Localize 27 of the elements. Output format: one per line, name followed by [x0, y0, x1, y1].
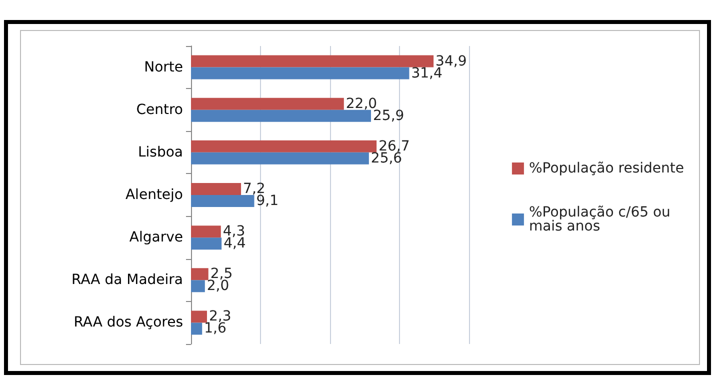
data-label: 25,9: [373, 108, 404, 124]
data-label: 4,4: [224, 236, 246, 252]
bar: [191, 98, 344, 110]
bar: [191, 226, 221, 238]
bar: [191, 67, 410, 80]
y-tick-label: Norte: [144, 59, 183, 76]
bar: [191, 280, 205, 292]
bar: [191, 322, 202, 335]
bar: [191, 183, 242, 195]
y-tick-label: Centro: [136, 102, 183, 118]
bar: [191, 310, 207, 323]
y-tick-label: RAA dos Açores: [74, 314, 183, 331]
legend-label: %População c/65 ou mais anos: [528, 204, 675, 234]
y-tick-label: Algarve: [129, 230, 183, 246]
bar: [191, 140, 377, 152]
bar: [191, 195, 254, 207]
y-tick-label: Alentejo: [125, 187, 183, 203]
bar: [191, 238, 222, 250]
y-tick-label: Lisboa: [138, 144, 183, 160]
y-tick-label: RAA da Madeira: [72, 272, 183, 288]
data-label: 31,4: [411, 65, 442, 82]
bar: [191, 152, 369, 164]
legend-label: %População residente: [528, 160, 684, 176]
bar: [191, 55, 434, 68]
bar: [191, 268, 208, 280]
data-label: 9,1: [256, 193, 279, 209]
bar: [191, 110, 372, 122]
